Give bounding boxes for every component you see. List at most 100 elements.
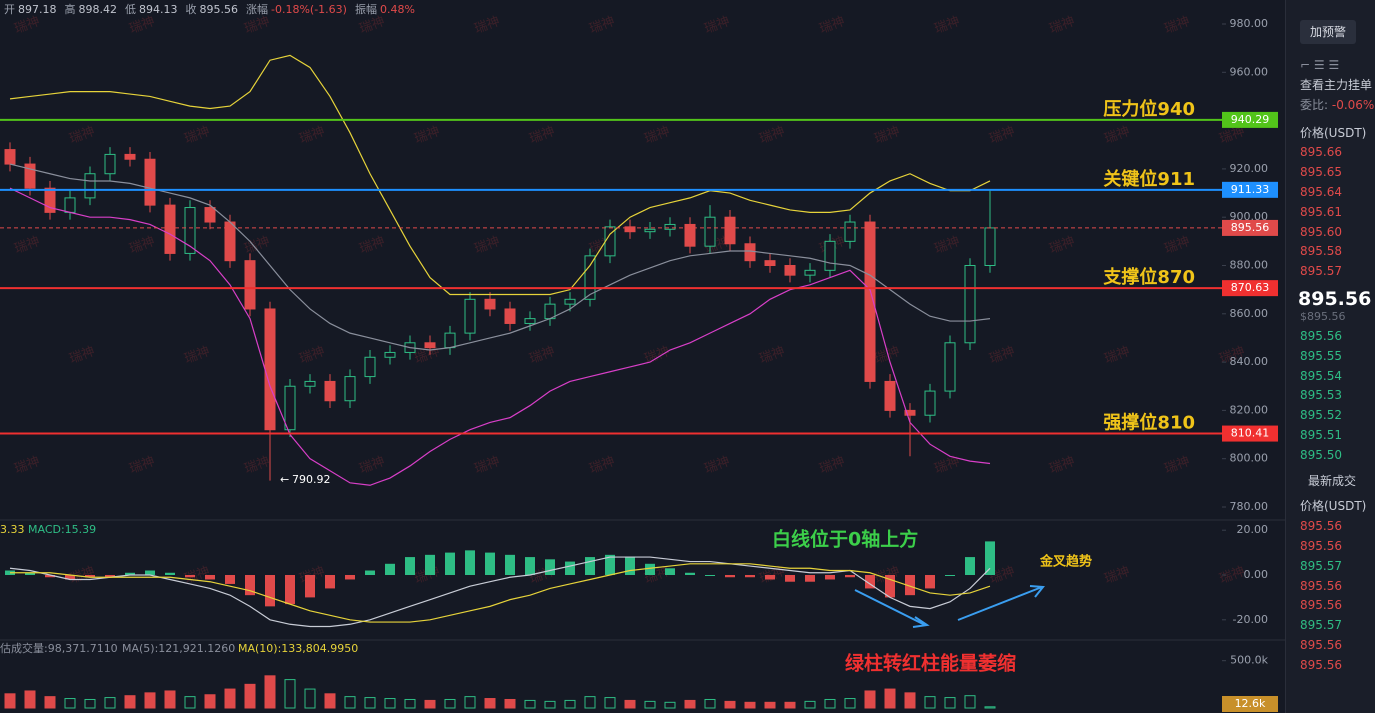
watermark: 瑞神 bbox=[702, 454, 732, 477]
watermark: 瑞神 bbox=[642, 344, 672, 367]
watermark: 瑞神 bbox=[182, 344, 212, 367]
candle-body bbox=[124, 153, 136, 160]
volume-bar bbox=[444, 698, 456, 709]
candle-body bbox=[384, 351, 396, 358]
trade-price: 895.57 bbox=[1300, 618, 1342, 633]
volume-bar bbox=[124, 695, 136, 709]
macd-bar bbox=[865, 575, 875, 589]
bid-price: 895.54 bbox=[1300, 368, 1342, 383]
volume-bar bbox=[664, 701, 676, 709]
watermark: 瑞神 bbox=[357, 14, 387, 37]
volume-bar bbox=[384, 698, 396, 709]
trades-title: 最新成交 bbox=[1308, 473, 1357, 488]
candle-body bbox=[284, 385, 296, 431]
y-tick-label: 920.00 bbox=[1230, 162, 1269, 175]
watermark: 瑞神 bbox=[12, 234, 42, 257]
watermark: 瑞神 bbox=[297, 344, 327, 367]
macd-bar bbox=[165, 572, 175, 575]
volume-bar bbox=[624, 699, 636, 709]
ratio-label: 委比: bbox=[1300, 97, 1329, 112]
candle-body bbox=[784, 265, 796, 276]
candle-body bbox=[884, 380, 896, 411]
candle-body bbox=[444, 332, 456, 349]
macd-bar bbox=[485, 552, 495, 575]
macd-bar bbox=[965, 557, 975, 575]
macd-bar bbox=[45, 575, 55, 578]
macd-bar bbox=[805, 575, 815, 582]
watermark: 瑞神 bbox=[872, 124, 902, 147]
header-value: 0.48% bbox=[380, 3, 415, 16]
candle-body bbox=[624, 226, 636, 233]
level-value: 911.33 bbox=[1231, 183, 1270, 196]
candle-body bbox=[984, 227, 996, 267]
band-lower bbox=[9, 187, 991, 486]
trade-price: 895.56 bbox=[1300, 598, 1342, 613]
annotation: 金叉趋势 bbox=[1039, 554, 1092, 570]
volume-bar bbox=[864, 690, 876, 709]
volume-bar bbox=[544, 700, 556, 709]
trade-price: 895.56 bbox=[1300, 538, 1342, 553]
macd-bar bbox=[425, 554, 435, 575]
level-label: 压力位940 bbox=[1103, 98, 1195, 120]
watermark: 瑞神 bbox=[412, 124, 442, 147]
macd-bar bbox=[785, 575, 795, 582]
watermark: 瑞神 bbox=[1102, 344, 1132, 367]
ask-price: 895.58 bbox=[1300, 244, 1342, 259]
macd-bar bbox=[745, 575, 755, 578]
candle-body bbox=[304, 380, 316, 387]
header-label: 振幅 bbox=[355, 2, 377, 16]
volume-bar bbox=[84, 698, 96, 709]
ask-price: 895.64 bbox=[1300, 184, 1342, 199]
arrows bbox=[854, 585, 1045, 628]
watermark: 瑞神 bbox=[242, 454, 272, 477]
y-tick-label: 780.00 bbox=[1230, 500, 1269, 513]
volume-bar bbox=[264, 675, 276, 709]
candle-body bbox=[744, 243, 756, 262]
macd-bar bbox=[645, 563, 655, 575]
bid-price: 895.51 bbox=[1300, 427, 1342, 442]
header-label: 收 bbox=[186, 2, 197, 16]
volume-bar bbox=[784, 701, 796, 709]
watermark: 瑞神 bbox=[587, 14, 617, 37]
volume-bar bbox=[924, 696, 936, 709]
candle-body bbox=[524, 318, 536, 324]
volume-bar bbox=[984, 706, 996, 709]
tabs[interactable]: ⌐ ☰ ☰ bbox=[1300, 58, 1340, 72]
header-value: 894.13 bbox=[139, 3, 178, 16]
volume-bar bbox=[604, 697, 616, 709]
macd-bar bbox=[885, 575, 895, 598]
header-label: 涨幅 bbox=[246, 3, 268, 16]
macd-bar bbox=[65, 575, 75, 580]
watermark: 瑞神 bbox=[817, 14, 847, 37]
alert-button[interactable]: 加预警 bbox=[1300, 20, 1356, 44]
header-value: 898.42 bbox=[79, 3, 118, 16]
y-tick-label: 880.00 bbox=[1230, 259, 1269, 272]
macd-DIF bbox=[9, 556, 991, 628]
volume-bar bbox=[464, 696, 476, 709]
bid-price: 895.53 bbox=[1300, 388, 1342, 403]
candle-body bbox=[904, 409, 916, 416]
macd-bar bbox=[945, 575, 955, 576]
watermark: 瑞神 bbox=[67, 344, 97, 367]
watermark: 瑞神 bbox=[472, 454, 502, 477]
level-label: 支撑位870 bbox=[1102, 266, 1195, 288]
candle-body bbox=[824, 240, 836, 271]
main-orders[interactable]: 查看主力挂单 bbox=[1300, 78, 1373, 92]
candle-body bbox=[964, 265, 976, 344]
volume-bar bbox=[844, 698, 856, 709]
macd-bar bbox=[305, 575, 315, 598]
macd-bar bbox=[225, 575, 235, 584]
header-value: 895.56 bbox=[200, 3, 239, 16]
candle-body bbox=[464, 298, 476, 334]
y-tick-label: 20.00 bbox=[1237, 523, 1269, 536]
level-label: 强撑位810 bbox=[1103, 412, 1195, 434]
volume-bar bbox=[804, 700, 816, 709]
macd-bar bbox=[105, 575, 115, 578]
volume-bar bbox=[904, 692, 916, 709]
macd-bar bbox=[565, 561, 575, 575]
candle-body bbox=[924, 390, 936, 416]
header-value: -0.18%(-1.63) bbox=[271, 3, 347, 16]
volume-bar bbox=[364, 697, 376, 709]
volume-bar bbox=[744, 701, 756, 709]
macd-bar bbox=[365, 570, 375, 575]
